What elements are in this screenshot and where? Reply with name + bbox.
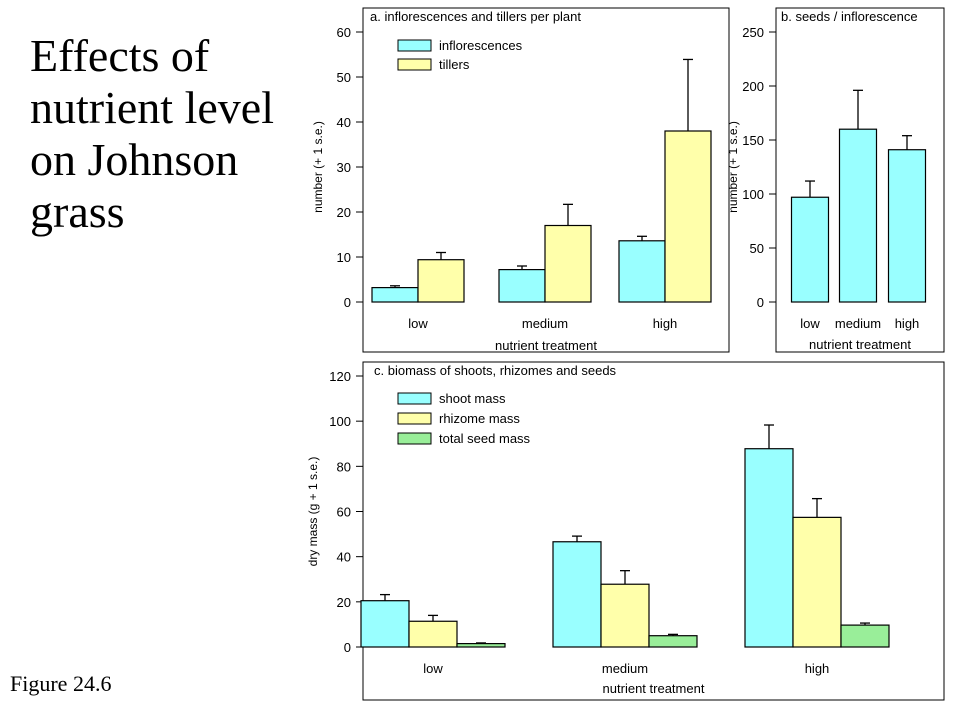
y-tick-label: 50 bbox=[750, 241, 764, 256]
legend-swatch bbox=[397, 39, 432, 52]
bar bbox=[648, 635, 698, 648]
y-tick-label: 60 bbox=[337, 25, 351, 40]
y-tick-label: 20 bbox=[337, 595, 351, 610]
x-tick-label: low bbox=[800, 316, 820, 331]
y-tick-label: 40 bbox=[337, 115, 351, 130]
slide-title: Effects of nutrient level on Johnson gra… bbox=[30, 30, 274, 237]
chart-panel-b: b. seeds / inflorescence 0 50 100 150 200 250 n… bbox=[726, 7, 945, 353]
y-axis-label: dry mass (g + 1 s.e.) bbox=[306, 457, 320, 567]
chart-title: c. biomass of shoots, rhizomes and seeds bbox=[374, 363, 617, 378]
y-tick-label: 20 bbox=[337, 205, 351, 220]
chart-title: b. seeds / inflorescence bbox=[781, 9, 918, 24]
x-tick-label: medium bbox=[522, 316, 568, 331]
chart-frame bbox=[362, 361, 945, 701]
y-tick-label: 0 bbox=[344, 295, 351, 310]
bar bbox=[498, 269, 546, 303]
legend-swatch bbox=[397, 392, 432, 405]
legend-label: shoot mass bbox=[439, 391, 506, 406]
chart-panel-a: a. inflorescences and tillers per plant 0… bbox=[311, 7, 730, 353]
y-tick-label: 200 bbox=[742, 79, 764, 94]
y-tick-label: 100 bbox=[742, 187, 764, 202]
y-tick-label: 80 bbox=[337, 459, 351, 474]
legend-swatch bbox=[397, 432, 432, 445]
legend-label: inflorescences bbox=[439, 38, 523, 53]
figure-label: Figure 24.6 bbox=[10, 671, 112, 696]
legend-swatch bbox=[397, 58, 432, 71]
y-tick-label: 30 bbox=[337, 160, 351, 175]
bar bbox=[838, 128, 878, 303]
x-tick-label: low bbox=[408, 316, 428, 331]
x-tick-label: medium bbox=[602, 661, 648, 676]
bar bbox=[840, 624, 890, 648]
y-tick-label: 60 bbox=[337, 505, 351, 520]
chart-frame bbox=[362, 7, 730, 353]
y-tick-label: 0 bbox=[344, 640, 351, 655]
bar bbox=[417, 259, 465, 303]
legend-swatch bbox=[397, 412, 432, 425]
y-tick-label: 40 bbox=[337, 550, 351, 565]
bar bbox=[792, 516, 842, 648]
bar bbox=[371, 287, 419, 303]
y-tick-label: 120 bbox=[329, 369, 351, 384]
x-tick-label: low bbox=[423, 661, 443, 676]
chart-panel-c: c. biomass of shoots, rhizomes and seeds… bbox=[306, 361, 945, 701]
chart-title: a. inflorescences and tillers per plant bbox=[370, 9, 581, 24]
bar bbox=[790, 196, 830, 303]
y-axis-label: number (+ 1 s.e.) bbox=[311, 121, 325, 213]
x-tick-label: medium bbox=[835, 316, 881, 331]
bar bbox=[618, 240, 666, 303]
y-tick-label: 10 bbox=[337, 250, 351, 265]
bar bbox=[744, 448, 794, 648]
bar bbox=[456, 643, 506, 648]
bar bbox=[600, 583, 650, 648]
bar bbox=[360, 600, 410, 648]
x-axis-label: nutrient treatment bbox=[495, 338, 597, 353]
y-tick-label: 0 bbox=[757, 295, 764, 310]
chart-frame bbox=[775, 7, 945, 353]
bar bbox=[887, 149, 927, 303]
legend-label: tillers bbox=[439, 57, 470, 72]
x-axis-label: nutrient treatment bbox=[603, 681, 705, 696]
x-tick-label: high bbox=[805, 661, 830, 676]
y-axis-label: number (+ 1 s.e.) bbox=[726, 121, 740, 213]
bar bbox=[408, 620, 458, 648]
legend-label: total seed mass bbox=[439, 431, 531, 446]
y-tick-label: 100 bbox=[329, 414, 351, 429]
bar bbox=[664, 130, 712, 303]
x-axis-label: nutrient treatment bbox=[809, 337, 911, 352]
y-tick-label: 50 bbox=[337, 70, 351, 85]
x-tick-label: high bbox=[653, 316, 678, 331]
legend-label: rhizome mass bbox=[439, 411, 520, 426]
bar bbox=[552, 541, 602, 648]
y-tick-label: 250 bbox=[742, 25, 764, 40]
x-tick-label: high bbox=[895, 316, 920, 331]
bar bbox=[544, 224, 592, 303]
y-tick-label: 150 bbox=[742, 133, 764, 148]
